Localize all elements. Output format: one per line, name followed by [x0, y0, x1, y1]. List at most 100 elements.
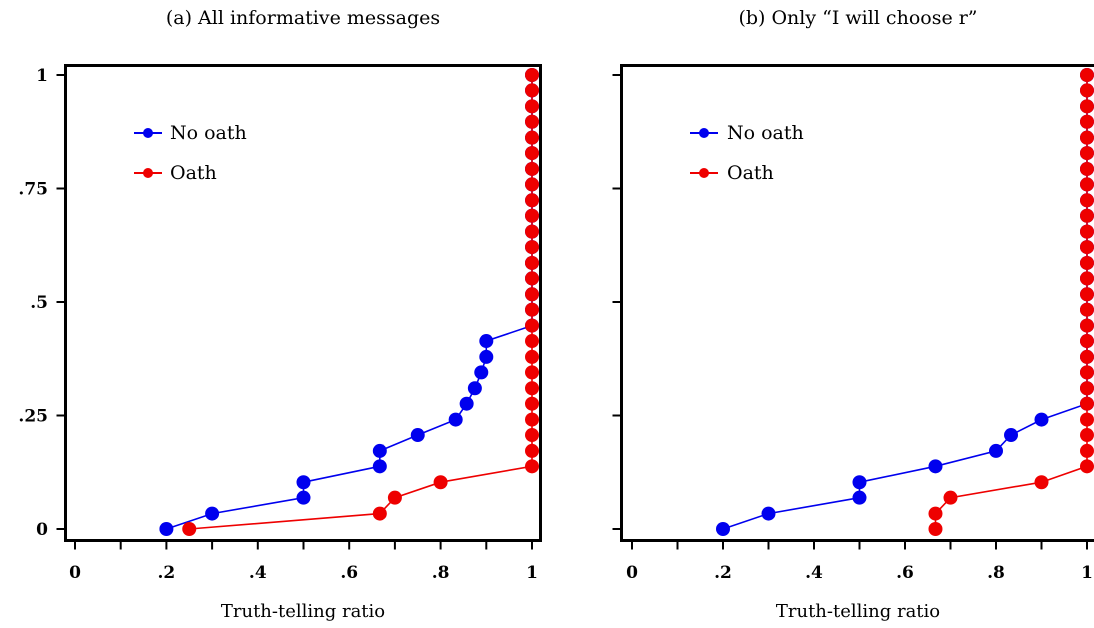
data-point-oath: [1080, 334, 1094, 349]
data-series-group: [159, 68, 539, 536]
data-point-oath: [1080, 208, 1094, 223]
x-tick-label: .2: [714, 563, 732, 583]
data-point-no-oath: [296, 475, 311, 490]
data-point-oath: [525, 396, 539, 411]
x-axis-label: Truth-telling ratio: [776, 601, 940, 622]
data-point-no-oath: [459, 396, 474, 411]
data-point-oath: [525, 318, 539, 333]
x-tick-label: 0: [69, 563, 81, 583]
data-point-oath: [525, 68, 539, 82]
y-tick-label: 0: [36, 520, 48, 540]
data-point-oath: [1080, 193, 1094, 208]
data-point-oath: [525, 459, 539, 474]
data-point-oath: [182, 522, 197, 536]
legend-marker-no-oath: [699, 128, 709, 138]
data-point-no-oath: [474, 365, 489, 380]
data-point-no-oath: [372, 443, 387, 458]
plot-frame: [620, 64, 1094, 542]
chart-title: (b) Only “I will choose r”: [738, 7, 977, 29]
y-tick-label: .5: [30, 293, 48, 313]
data-point-oath: [1080, 412, 1094, 427]
data-point-oath: [525, 240, 539, 255]
data-point-oath: [1080, 396, 1094, 411]
data-point-oath: [525, 146, 539, 161]
data-point-oath: [1080, 130, 1094, 145]
chart-panel-b: (b) Only “I will choose r” Truth-telling…: [612, 7, 1094, 622]
x-tick-label: .8: [432, 563, 450, 583]
legend-marker-oath: [699, 168, 709, 178]
data-point-no-oath: [989, 443, 1003, 458]
data-point-oath: [525, 412, 539, 427]
data-point-oath: [525, 334, 539, 349]
data-point-no-oath: [1004, 428, 1019, 443]
data-point-oath: [1080, 99, 1094, 114]
legend-label-oath: Oath: [727, 162, 774, 184]
y-tick-label: .25: [18, 407, 48, 427]
data-point-no-oath: [479, 349, 494, 364]
x-tick-label: .4: [805, 563, 823, 583]
data-point-oath: [1080, 443, 1094, 458]
plot-frame: [64, 64, 542, 542]
data-point-oath: [1080, 83, 1094, 98]
data-point-oath: [1080, 240, 1094, 255]
data-point-oath: [525, 83, 539, 98]
data-point-oath: [525, 365, 539, 380]
chart-panel-a: (a) All informative messages Truth-telli…: [18, 7, 542, 622]
x-tick-label: 0: [626, 563, 638, 583]
data-point-no-oath: [852, 475, 867, 490]
data-point-oath: [1080, 318, 1094, 333]
x-tick-label: 1: [1081, 563, 1093, 583]
data-point-oath: [928, 506, 943, 521]
legend: No oath Oath: [690, 122, 804, 184]
data-point-oath: [525, 349, 539, 364]
y-tick-label: 1: [36, 66, 48, 86]
data-point-oath: [1080, 459, 1094, 474]
data-point-oath: [525, 177, 539, 192]
data-point-no-oath: [410, 428, 425, 443]
data-point-no-oath: [296, 490, 311, 505]
data-point-oath: [525, 224, 539, 239]
axis-ticks: 0 .2 .4 .6 .8 1 0 .25 .5 .75 1: [18, 66, 538, 583]
y-tick-label: .75: [18, 180, 48, 200]
data-point-oath: [525, 302, 539, 317]
data-point-oath: [525, 428, 539, 443]
data-point-oath: [1080, 271, 1094, 286]
data-point-no-oath: [928, 459, 943, 474]
data-point-oath: [1080, 161, 1094, 176]
data-point-oath: [1034, 475, 1049, 490]
data-point-oath: [525, 255, 539, 270]
data-point-oath: [1080, 146, 1094, 161]
data-series-group: [716, 68, 1094, 536]
data-point-oath: [525, 381, 539, 396]
data-point-no-oath: [159, 522, 174, 536]
data-point-oath: [1080, 428, 1094, 443]
data-point-oath: [1080, 302, 1094, 317]
data-point-no-oath: [761, 506, 776, 521]
data-point-oath: [525, 130, 539, 145]
data-point-oath: [943, 490, 958, 505]
data-point-oath: [525, 287, 539, 302]
legend: No oath Oath: [134, 122, 247, 184]
legend-label-no-oath: No oath: [727, 122, 804, 144]
x-tick-label: .2: [158, 563, 176, 583]
x-tick-label: .6: [340, 563, 358, 583]
data-point-no-oath: [467, 381, 482, 396]
data-point-no-oath: [716, 522, 730, 536]
data-point-oath: [525, 114, 539, 129]
data-point-no-oath: [448, 412, 463, 427]
legend-label-no-oath: No oath: [170, 122, 247, 144]
data-point-no-oath: [372, 459, 387, 474]
data-point-oath: [525, 161, 539, 176]
axis-ticks: 0 .2 .4 .6 .8 1: [612, 74, 1093, 583]
data-point-oath: [1080, 349, 1094, 364]
data-point-no-oath: [479, 334, 494, 349]
data-point-oath: [525, 271, 539, 286]
data-point-oath: [525, 193, 539, 208]
data-point-oath: [1080, 114, 1094, 129]
legend-label-oath: Oath: [170, 162, 217, 184]
data-point-oath: [1080, 68, 1094, 82]
legend-marker-no-oath: [143, 128, 153, 138]
x-tick-label: .6: [896, 563, 914, 583]
x-tick-label: .4: [249, 563, 267, 583]
